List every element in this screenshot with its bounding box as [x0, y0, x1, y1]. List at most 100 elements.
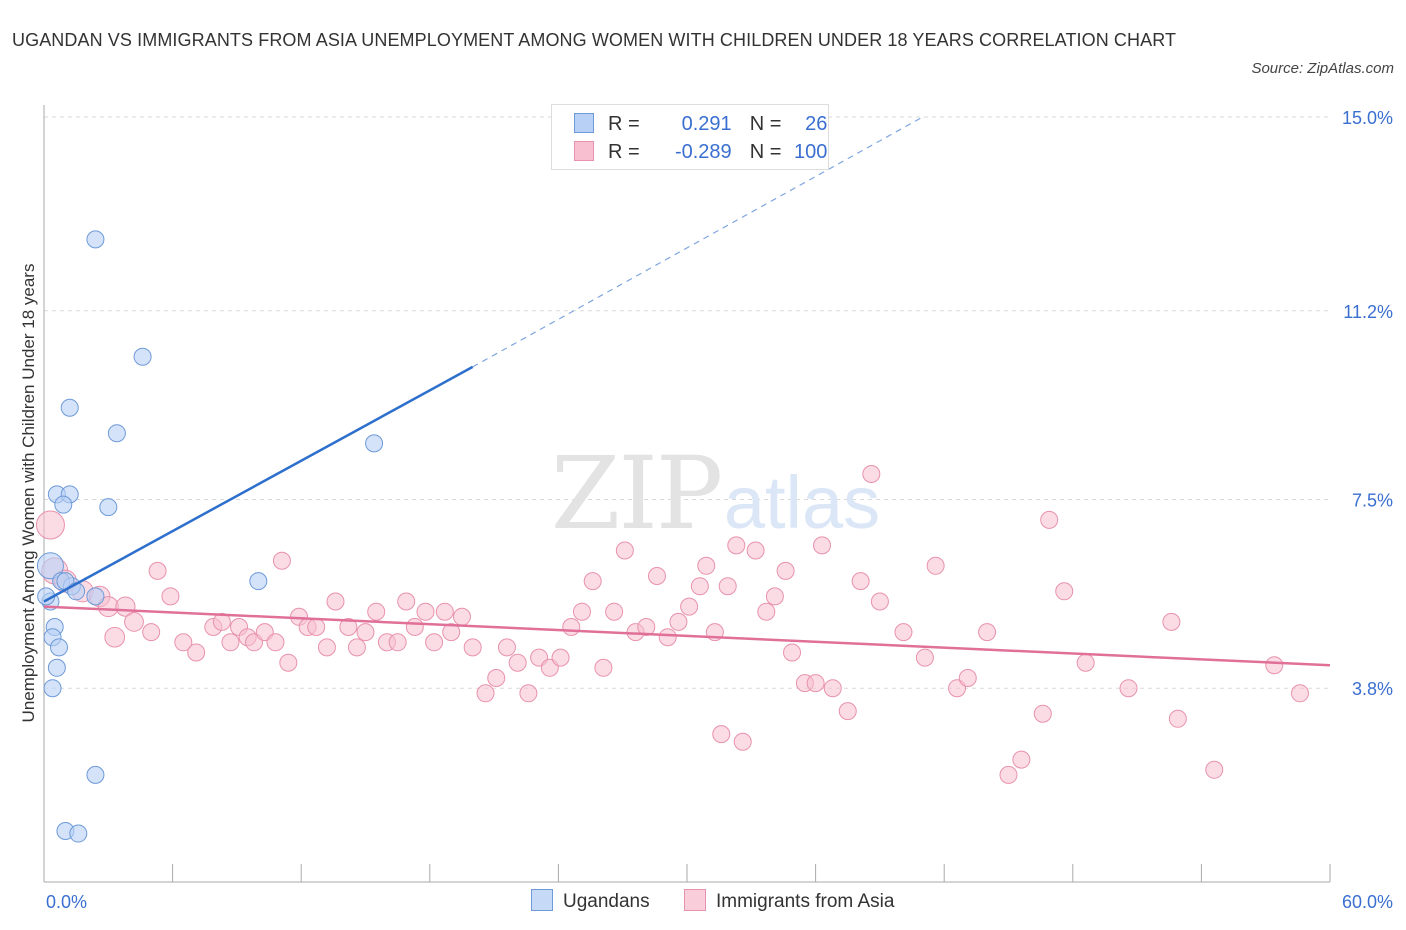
series-ugandans — [36, 230, 384, 843]
data-point-immigrants — [757, 602, 776, 621]
y-tick-label: 11.2% — [1343, 302, 1393, 322]
data-point-immigrants — [658, 628, 677, 647]
data-point-immigrants — [425, 633, 444, 652]
legend-r-label: R = — [608, 141, 640, 163]
series-legend: Ugandans Immigrants from Asia — [0, 889, 1406, 915]
series-immigrants-from-asia — [35, 465, 1309, 784]
data-point-immigrants — [637, 618, 656, 636]
data-point-immigrants — [615, 541, 634, 560]
trend-lines — [43, 116, 1331, 667]
legend-r-value: 0.291 — [681, 113, 732, 135]
legend-item-ugandans: Ugandans — [531, 889, 650, 915]
data-point-ugandans — [133, 347, 152, 366]
legend-n-value: 100 — [794, 141, 828, 163]
data-point-immigrants — [463, 638, 482, 657]
data-point-immigrants — [212, 612, 231, 631]
data-point-immigrants — [326, 592, 345, 611]
data-point-immigrants — [1055, 582, 1074, 601]
data-point-ugandans — [47, 658, 66, 677]
data-point-ugandans — [43, 679, 62, 698]
data-point-immigrants — [1012, 750, 1031, 769]
immigrants-legend-swatch — [684, 889, 706, 911]
data-point-immigrants — [680, 597, 699, 616]
data-point-immigrants — [783, 643, 802, 662]
data-point-immigrants — [317, 638, 336, 657]
tick-labels: 3.8% 7.5% 11.2% 15.0% 0.0% 60.0% — [46, 108, 1393, 912]
data-point-immigrants — [1205, 760, 1224, 779]
data-point-immigrants — [405, 618, 424, 636]
data-point-immigrants — [647, 567, 666, 585]
data-point-immigrants — [476, 684, 495, 703]
data-point-immigrants — [416, 602, 435, 621]
data-point-ugandans — [36, 552, 64, 580]
ugandans-legend-swatch — [531, 889, 553, 911]
data-point-immigrants — [487, 669, 506, 687]
data-point-immigrants — [776, 561, 795, 580]
data-point-immigrants — [221, 633, 240, 652]
data-point-immigrants — [733, 732, 752, 751]
data-point-immigrants — [279, 653, 298, 672]
data-point-immigrants — [174, 633, 193, 652]
data-point-immigrants — [124, 612, 144, 632]
ugandans-swatch — [574, 113, 594, 133]
y-tick-label: 15.0% — [1342, 108, 1393, 128]
legend-r-value: -0.289 — [674, 141, 732, 163]
data-point-immigrants — [894, 623, 913, 642]
data-point-immigrants — [452, 607, 471, 626]
data-point-immigrants — [148, 561, 167, 580]
data-point-immigrants — [594, 658, 613, 677]
data-point-immigrants — [823, 679, 842, 698]
trend-line-immigrants — [43, 605, 1331, 667]
data-point-ugandans — [67, 582, 86, 601]
data-point-ugandans — [86, 587, 105, 606]
data-point-immigrants — [862, 465, 881, 483]
data-point-immigrants — [1168, 709, 1187, 728]
data-point-immigrants — [272, 551, 291, 570]
data-point-immigrants — [978, 623, 997, 642]
data-point-immigrants — [958, 669, 977, 687]
immigrants-swatch — [574, 141, 594, 161]
watermark-atlas: atlas — [724, 461, 880, 544]
data-point-ugandans — [99, 498, 118, 517]
data-point-ugandans — [60, 398, 79, 417]
y-axis-label: Unemployment Among Women with Children U… — [19, 264, 38, 723]
data-point-immigrants — [1119, 679, 1138, 698]
data-point-immigrants — [690, 577, 709, 596]
data-point-immigrants — [765, 587, 784, 606]
data-point-immigrants — [572, 602, 591, 621]
watermark-zip: ZIP — [551, 435, 721, 552]
x-tick-label: 0.0% — [46, 892, 87, 912]
data-point-immigrants — [307, 618, 326, 636]
data-point-immigrants — [1076, 653, 1095, 672]
data-point-immigrants — [187, 643, 206, 662]
data-point-immigrants — [718, 577, 737, 596]
data-point-immigrants — [266, 633, 285, 652]
y-tick-label: 7.5% — [1352, 491, 1393, 511]
data-point-immigrants — [1033, 704, 1052, 723]
data-point-ugandans — [50, 638, 69, 657]
data-point-immigrants — [388, 633, 407, 652]
data-point-immigrants — [999, 765, 1018, 784]
data-point-immigrants — [551, 648, 570, 667]
data-point-immigrants — [142, 623, 161, 642]
data-point-ugandans — [86, 765, 105, 784]
data-point-immigrants — [727, 536, 746, 555]
data-point-immigrants — [712, 725, 731, 744]
legend-row-ugandans: R = 0.291 N = 26 — [574, 111, 827, 137]
data-point-ugandans — [249, 572, 268, 591]
axes — [43, 105, 1331, 883]
data-point-immigrants — [669, 612, 688, 631]
data-point-immigrants — [813, 536, 832, 555]
data-point-immigrants — [1040, 510, 1059, 529]
data-point-immigrants — [508, 653, 527, 672]
source-label: Source: ZipAtlas.com — [1251, 60, 1394, 77]
data-point-ugandans — [86, 230, 105, 249]
data-point-immigrants — [583, 572, 602, 591]
legend-r-label: R = — [608, 113, 640, 135]
data-point-immigrants — [915, 648, 934, 667]
chart-title: UGANDAN VS IMMIGRANTS FROM ASIA UNEMPLOY… — [12, 30, 1177, 50]
x-tick-label: 60.0% — [1342, 892, 1393, 912]
legend-label-ugandans: Ugandans — [563, 891, 650, 912]
data-point-immigrants — [605, 602, 624, 621]
